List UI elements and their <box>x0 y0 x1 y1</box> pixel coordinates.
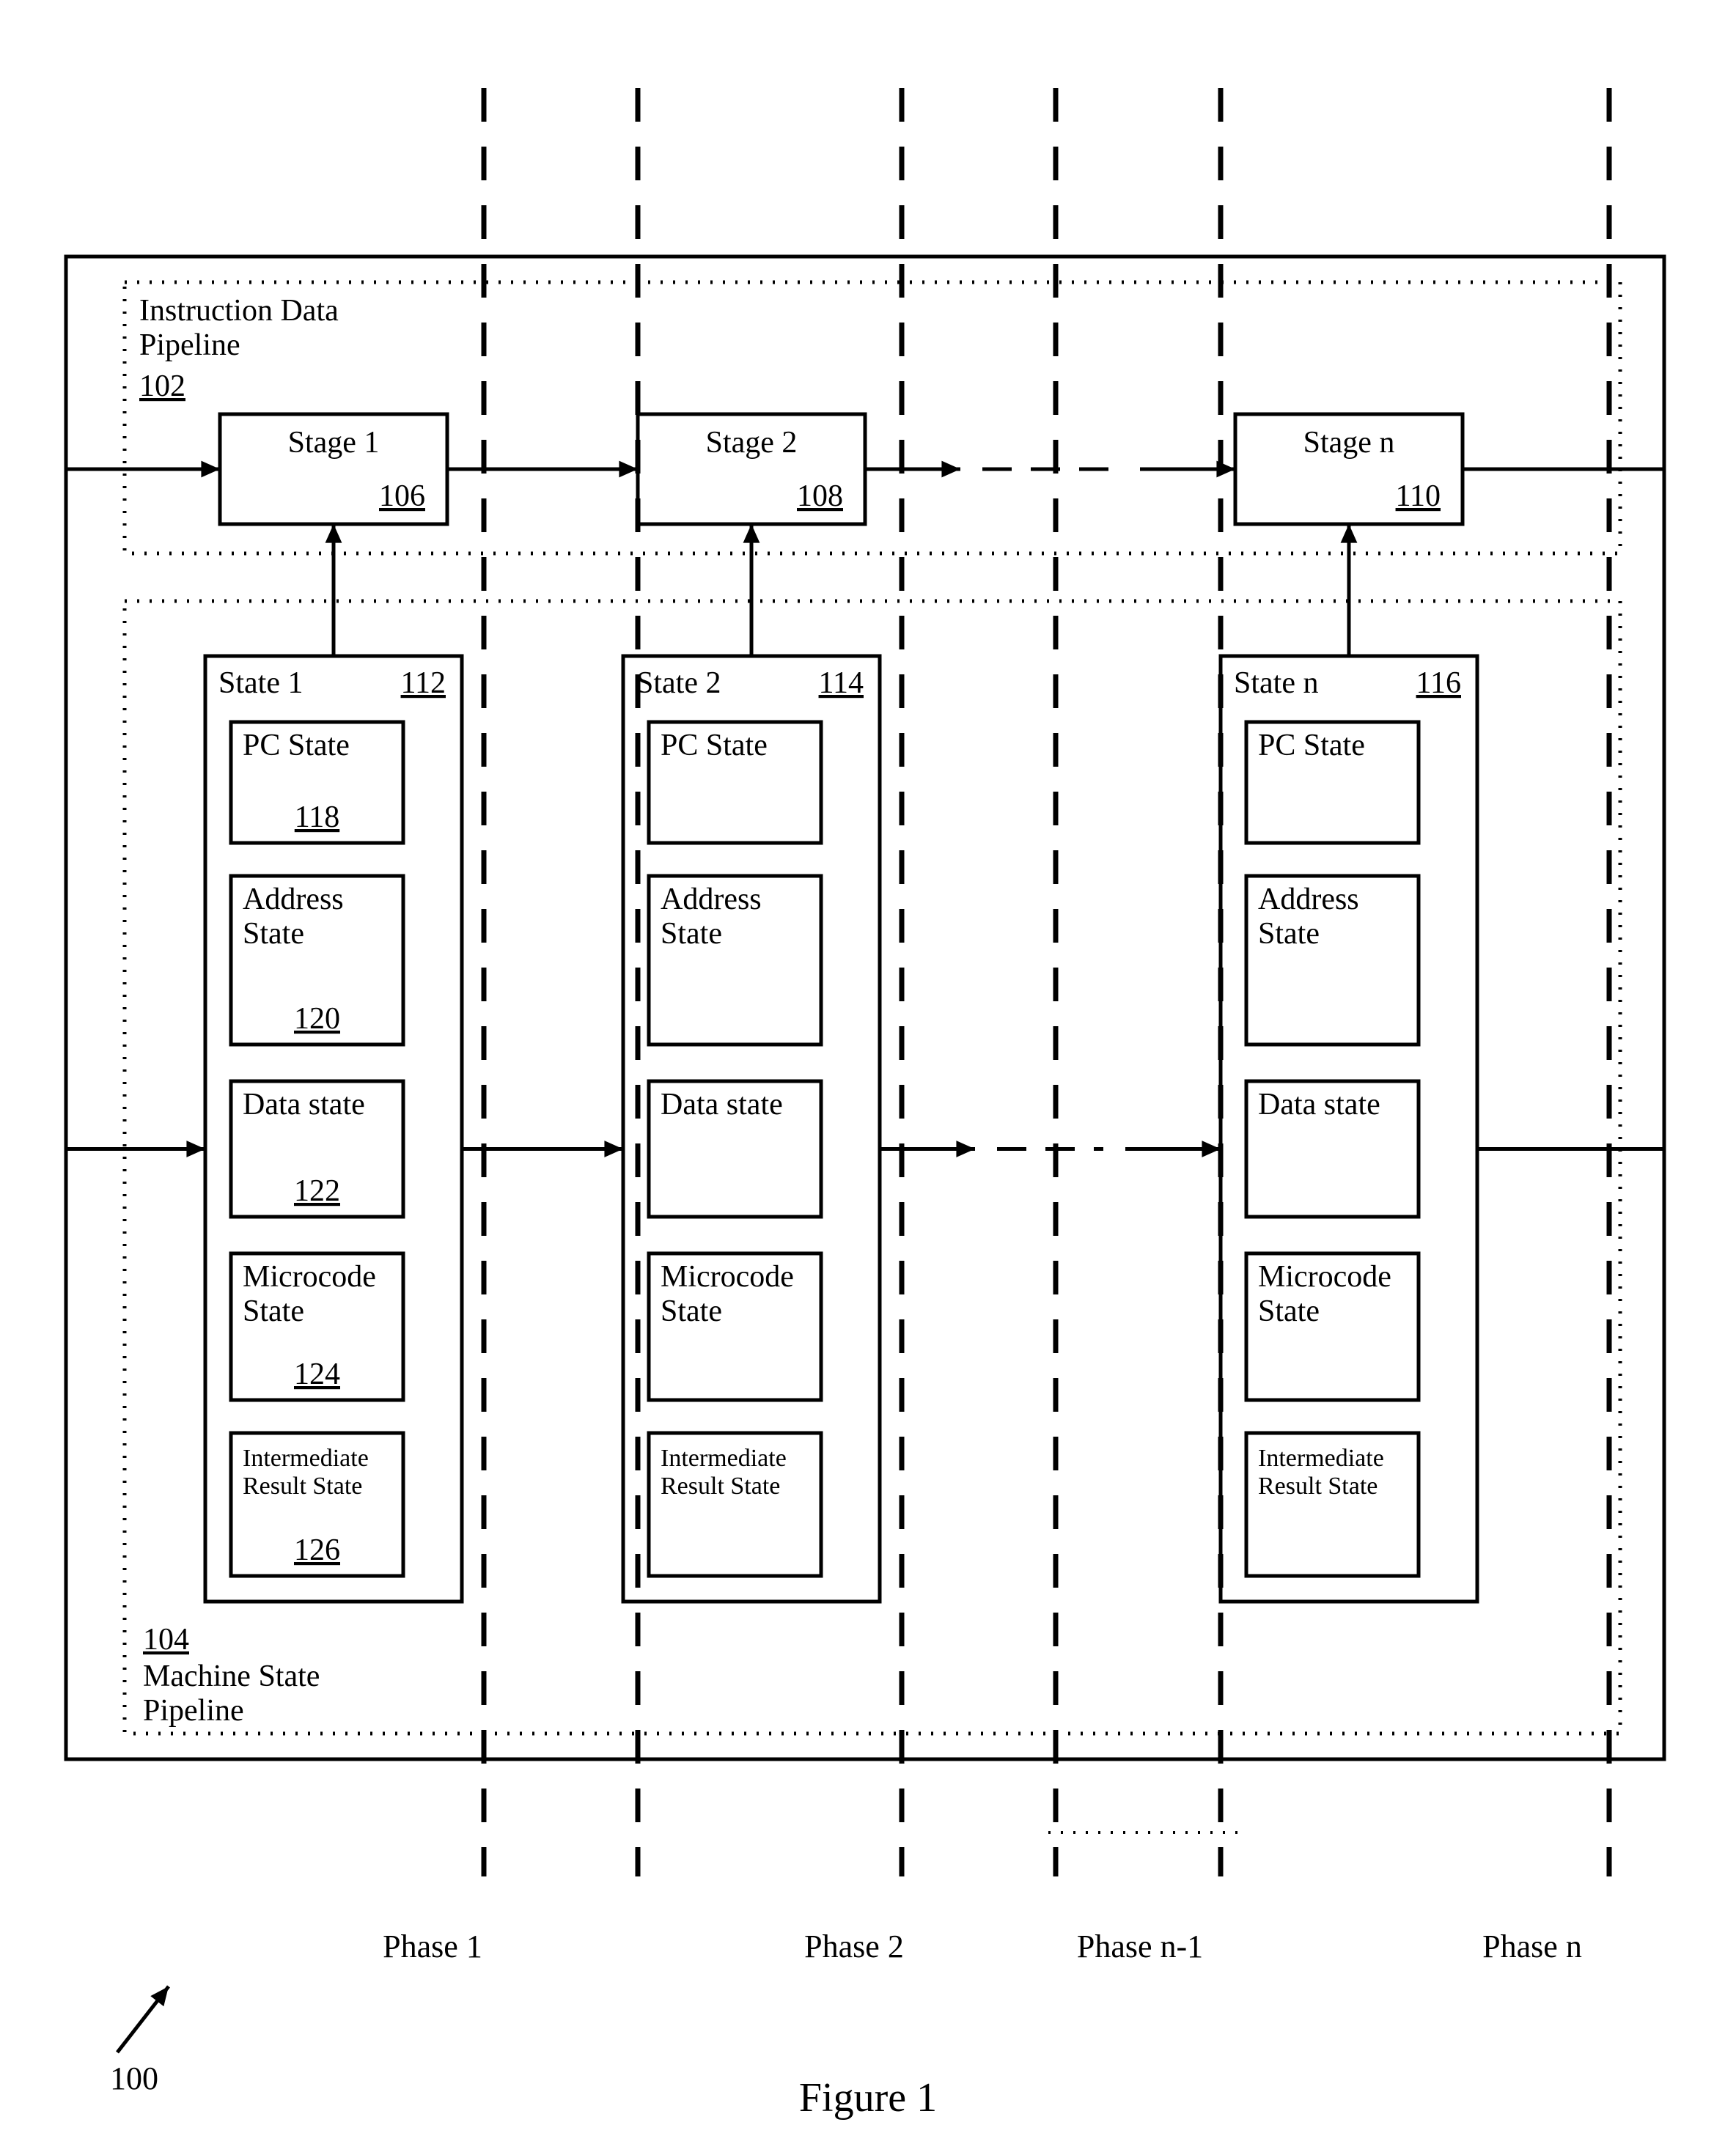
state-ref-0: 112 <box>401 666 446 700</box>
state-title-0: State 1 <box>218 666 303 700</box>
figure-ref-label: 100 <box>110 2060 158 2096</box>
state0-block-ref-1: 120 <box>294 1002 340 1036</box>
state2-block-title-0: PC State <box>1258 729 1365 762</box>
state0-block-ref-4: 126 <box>294 1533 340 1567</box>
stage-title-2: Stage n <box>1303 426 1395 460</box>
state0-block-title-2: Data state <box>243 1088 365 1121</box>
phase-label-3: Phase n <box>1482 1929 1582 1964</box>
state-ref-1: 114 <box>819 666 864 700</box>
state0-block-ref-0: 118 <box>295 800 339 834</box>
phase-label-0: Phase 1 <box>383 1929 482 1964</box>
machine-pipeline-ref: 104 <box>143 1623 189 1657</box>
state-title-2: State n <box>1234 666 1318 700</box>
state0-block-title-4: IntermediateResult State <box>243 1445 369 1500</box>
stage-ref-1: 108 <box>797 479 843 513</box>
state2-block-title-2: Data state <box>1258 1088 1380 1121</box>
diagram-canvas: Instruction DataPipeline102104Machine St… <box>0 0 1736 2155</box>
state0-block-ref-3: 124 <box>294 1358 340 1391</box>
stage-title-0: Stage 1 <box>288 426 380 460</box>
state1-block-title-4: IntermediateResult State <box>661 1445 787 1500</box>
state1-block-title-0: PC State <box>661 729 768 762</box>
state1-block-title-2: Data state <box>661 1088 783 1121</box>
phase-label-1: Phase 2 <box>804 1929 904 1964</box>
stage-ref-2: 110 <box>1396 479 1441 513</box>
stage-ref-0: 106 <box>379 479 425 513</box>
phase-label-2: Phase n-1 <box>1077 1929 1203 1964</box>
instruction-pipeline-ref: 102 <box>139 369 185 403</box>
state-ref-2: 116 <box>1416 666 1461 700</box>
state2-block-title-4: IntermediateResult State <box>1258 1445 1384 1500</box>
state0-block-title-0: PC State <box>243 729 350 762</box>
figure-caption: Figure 1 <box>799 2075 937 2121</box>
state-title-1: State 2 <box>636 666 721 700</box>
state0-block-ref-2: 122 <box>294 1174 340 1208</box>
stage-title-1: Stage 2 <box>706 426 798 460</box>
